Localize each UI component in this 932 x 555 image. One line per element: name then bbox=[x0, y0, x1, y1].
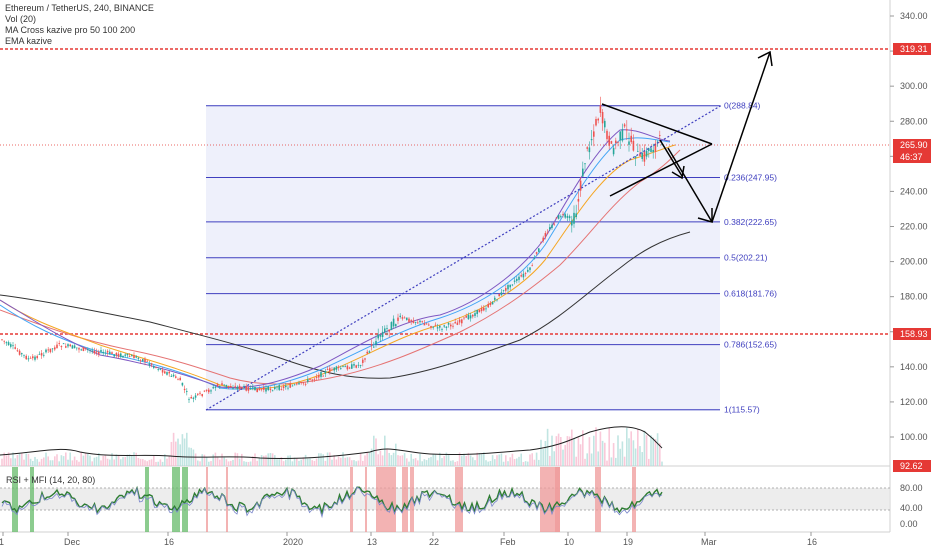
time-tick-label: Dec bbox=[64, 537, 81, 547]
ma-100-line bbox=[0, 149, 681, 385]
price-tick-label: 140.00 bbox=[900, 362, 928, 372]
rsi-tick-label: 0.00 bbox=[900, 519, 918, 529]
rsi-highlight-zones bbox=[12, 467, 636, 532]
rsi-axis[interactable]: 80.00 40.00 0.00 bbox=[900, 483, 923, 529]
rsi-tick-label: 40.00 bbox=[900, 503, 923, 513]
mfi-line bbox=[1, 486, 663, 519]
time-tick-label: 22 bbox=[429, 537, 439, 547]
volume-bars bbox=[1, 427, 663, 466]
ma-50-line bbox=[0, 144, 676, 390]
price-tick-label: 120.00 bbox=[900, 397, 928, 407]
price-badge bbox=[893, 139, 931, 151]
price-axis[interactable]: 340.00320.00300.00280.00260.00240.00220.… bbox=[890, 11, 928, 442]
price-tick-label: 340.00 bbox=[900, 11, 928, 21]
price-badge-label: 92.62 bbox=[900, 461, 923, 471]
time-tick-label: 13 bbox=[367, 537, 377, 547]
time-tick-label: 16 bbox=[164, 537, 174, 547]
price-tick-label: 280.00 bbox=[900, 116, 928, 126]
indicator-ma-cross[interactable]: MA Cross kazive pro 50 100 200 bbox=[5, 25, 136, 35]
price-badge-label: 46:37 bbox=[900, 152, 923, 162]
price-tick-label: 100.00 bbox=[900, 432, 928, 442]
fib-level-label: 1(115.57) bbox=[724, 405, 760, 415]
fib-level-label: 0.5(202.21) bbox=[724, 253, 768, 263]
price-tick-label: 300.00 bbox=[900, 81, 928, 91]
rsi-band bbox=[0, 488, 890, 510]
fib-level-label: 0(288.84) bbox=[724, 101, 761, 111]
price-badges: 319.31 265.90 46:37 158.93 92.62 bbox=[893, 43, 931, 472]
time-axis[interactable]: 1 Dec 16 2020 13 22 Feb 10 19 Mar 16 bbox=[0, 532, 817, 547]
price-tick-label: 180.00 bbox=[900, 292, 928, 302]
symmetrical-triangle[interactable] bbox=[601, 103, 713, 197]
time-tick-label: 10 bbox=[564, 537, 574, 547]
ema-line bbox=[0, 137, 671, 390]
ma-200-line bbox=[0, 231, 691, 379]
fib-level-label: 0.618(181.76) bbox=[724, 289, 777, 299]
time-tick-label: 19 bbox=[623, 537, 633, 547]
indicator-ema[interactable]: EMA kazive bbox=[5, 36, 53, 46]
time-tick-label: 1 bbox=[0, 537, 4, 547]
rsi-indicator-label[interactable]: RSI + MFI (14, 20, 80) bbox=[6, 475, 96, 485]
symbol-title[interactable]: Ethereum / TetherUS, 240, BINANCE bbox=[5, 3, 154, 13]
price-tick-label: 220.00 bbox=[900, 222, 928, 232]
indicator-volume[interactable]: Vol (20) bbox=[5, 14, 37, 24]
price-badge-label: 265.90 bbox=[900, 140, 928, 150]
price-tick-label: 200.00 bbox=[900, 257, 928, 267]
fib-level-label: 0.786(152.65) bbox=[724, 340, 777, 350]
time-tick-label: Mar bbox=[701, 537, 717, 547]
time-tick-label: Feb bbox=[500, 537, 516, 547]
fib-level-label: 0.236(247.95) bbox=[724, 172, 777, 182]
time-tick-label: 2020 bbox=[283, 537, 303, 547]
volume-ma-line bbox=[0, 426, 663, 460]
price-tick-label: 240.00 bbox=[900, 186, 928, 196]
fib-level-label: 0.382(222.65) bbox=[724, 217, 777, 227]
time-tick-label: 16 bbox=[807, 537, 817, 547]
price-candles bbox=[1, 96, 663, 403]
price-badge bbox=[893, 460, 931, 472]
chart-legend: Ethereum / TetherUS, 240, BINANCE Vol (2… bbox=[5, 3, 154, 47]
price-badge bbox=[893, 328, 931, 340]
price-badge-label: 319.31 bbox=[900, 44, 928, 54]
projection-arrows[interactable] bbox=[659, 50, 773, 223]
price-badge-label: 158.93 bbox=[900, 329, 928, 339]
fib-levels: 0(288.84) 0.236(247.95) 0.382(222.65) 0.5(2… bbox=[206, 101, 777, 415]
ema-short-line bbox=[0, 129, 671, 389]
price-badge bbox=[893, 43, 931, 55]
price-badge bbox=[893, 151, 931, 163]
rsi-tick-label: 80.00 bbox=[900, 483, 923, 493]
